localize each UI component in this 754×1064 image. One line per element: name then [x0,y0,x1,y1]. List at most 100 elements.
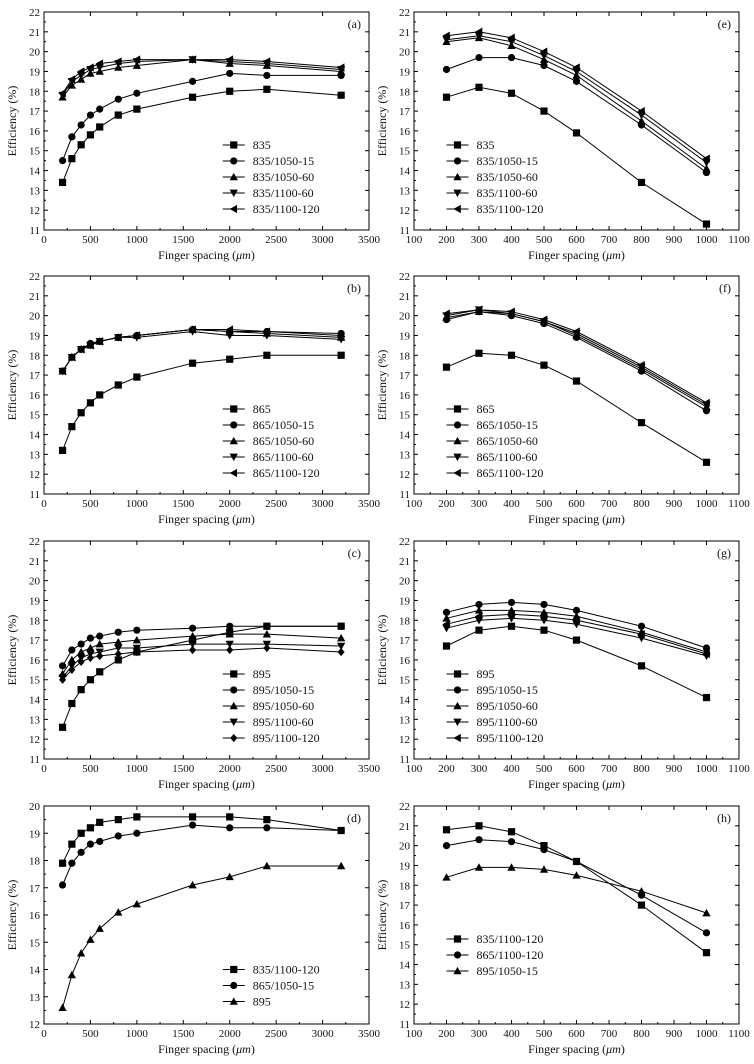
legend-entry: 835/1100-60 [477,186,538,200]
legend-entry: 865/1050-60 [253,434,314,448]
data-point [96,818,104,826]
data-point [474,863,484,871]
data-point [188,93,197,101]
data-point [263,643,271,653]
legend-entry: 835/1050-60 [253,170,314,184]
y-tick-label: 18 [399,880,411,892]
y-tick-label: 15 [29,410,41,422]
x-tick-label: 3500 [358,498,381,510]
x-tick-label: 3500 [358,1028,381,1040]
data-point [188,55,196,64]
data-point [702,398,710,407]
legend: 895 895/1050-15 895/1050-60 895/1100-60 895/… [446,667,543,745]
data-point [77,121,85,129]
data-point [442,873,451,881]
x-tick-label: 3000 [312,763,335,775]
x-tick-label: 400 [503,1028,520,1040]
data-point [475,600,483,609]
y-tick-label: 18 [29,856,41,868]
data-point [337,633,346,642]
data-point [68,646,76,654]
y-tick-label: 20 [29,801,41,813]
y-tick-label: 11 [399,754,410,766]
y-tick-label: 21 [399,291,410,303]
series [442,83,711,228]
x-tick-label: 1000 [126,234,149,246]
data-point [442,842,451,850]
x-tick-label: 700 [601,234,618,246]
data-point [702,649,710,659]
y-tick-label: 12 [29,1019,40,1031]
data-point [86,63,94,72]
y-tick-label: 20 [399,311,411,323]
series [442,863,711,917]
data-point [442,93,451,101]
data-point [58,89,66,98]
data-point [77,829,85,837]
data-point [442,65,451,74]
data-point [68,423,76,431]
series-line [62,59,342,94]
series [442,305,710,407]
data-point [475,83,483,91]
legend-marker [229,997,238,1005]
series [442,27,710,163]
legend-marker [230,670,238,678]
data-point [572,871,581,879]
data-point [114,57,122,66]
x-tick-label: 600 [568,234,585,246]
data-point [442,31,450,40]
y-tick-label: 15 [399,410,411,422]
x-tick-label: 1500 [172,763,195,775]
data-point [507,622,516,630]
x-tick-label: 3000 [312,1028,335,1040]
y-tick-label: 17 [399,106,411,118]
data-point [225,872,234,881]
data-point [86,824,95,832]
data-point [114,644,123,653]
series [58,351,345,454]
x-axis-label-unit: μm [605,512,621,526]
data-point [68,840,76,848]
data-point [77,949,86,957]
data-point [337,642,346,651]
legend-entry: 895/1100-120 [253,731,320,745]
y-tick-label: 16 [399,390,411,402]
data-point [507,838,516,846]
y-axis-label: Efficiency (%) [5,350,19,421]
data-point [337,351,345,359]
x-tick-label: 1000 [696,234,719,246]
legend-marker [229,204,238,214]
legend-marker [230,157,238,165]
y-axis-label: Efficiency (%) [375,880,389,951]
legend-marker [230,405,238,413]
data-point [86,341,94,350]
data-point [262,861,271,870]
data-point [226,813,234,821]
y-axis-label: Efficiency (%) [375,86,389,157]
series-line [62,643,342,679]
y-tick-label: 14 [29,695,41,707]
y-tick-label: 12 [399,734,410,746]
y-tick-label: 17 [29,883,41,895]
y-tick-label: 11 [399,489,410,501]
y-tick-label: 12 [399,205,410,217]
data-point [572,606,581,614]
x-tick-label: 700 [601,1028,618,1040]
data-point [637,887,646,895]
plot-frame [43,805,370,1025]
data-point [702,154,710,163]
x-axis-label-unit: μm [235,512,251,526]
y-tick-label: 15 [29,146,41,158]
y-tick-label: 19 [29,595,41,607]
data-point [58,723,67,731]
data-point [188,359,197,367]
data-point [637,178,646,187]
x-axis-label-suffix: ) [251,248,255,262]
x-tick-label: 2000 [219,498,242,510]
y-tick-label: 17 [399,900,411,912]
y-tick-label: 14 [29,430,41,442]
x-tick-label: 500 [536,763,553,775]
y-tick-label: 19 [399,330,411,342]
x-axis-label-suffix: ) [251,512,255,526]
